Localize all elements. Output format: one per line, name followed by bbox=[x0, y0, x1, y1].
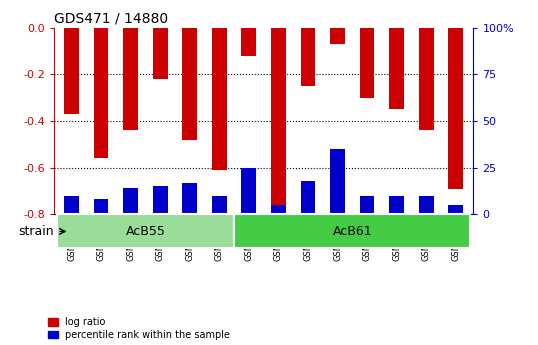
Bar bbox=[234, 215, 471, 248]
Bar bbox=[94, 28, 109, 158]
Bar bbox=[389, 28, 404, 109]
Legend: log ratio, percentile rank within the sample: log ratio, percentile rank within the sa… bbox=[48, 317, 230, 340]
Bar bbox=[94, 199, 109, 215]
Bar bbox=[448, 205, 463, 215]
Bar bbox=[212, 28, 226, 170]
Bar bbox=[123, 28, 138, 130]
Bar bbox=[360, 196, 374, 215]
Bar bbox=[271, 28, 286, 219]
Bar bbox=[360, 28, 374, 98]
Bar bbox=[330, 28, 345, 44]
Bar bbox=[64, 196, 79, 215]
Bar bbox=[389, 196, 404, 215]
Bar bbox=[123, 188, 138, 215]
Bar bbox=[330, 149, 345, 215]
Bar bbox=[419, 196, 434, 215]
Text: AcB61: AcB61 bbox=[332, 225, 372, 238]
Bar bbox=[419, 28, 434, 130]
Bar bbox=[153, 186, 167, 215]
Text: GDS471 / 14880: GDS471 / 14880 bbox=[54, 11, 168, 25]
Text: AcB55: AcB55 bbox=[125, 225, 165, 238]
Bar bbox=[448, 28, 463, 189]
Bar bbox=[212, 196, 226, 215]
Bar bbox=[182, 183, 197, 215]
Bar bbox=[56, 215, 234, 248]
Bar bbox=[153, 28, 167, 79]
Bar bbox=[182, 28, 197, 140]
Bar bbox=[271, 205, 286, 215]
Bar bbox=[301, 28, 315, 86]
Bar bbox=[242, 28, 256, 56]
Bar bbox=[64, 28, 79, 114]
Bar bbox=[301, 181, 315, 215]
Bar bbox=[242, 168, 256, 215]
Text: strain: strain bbox=[19, 225, 54, 238]
